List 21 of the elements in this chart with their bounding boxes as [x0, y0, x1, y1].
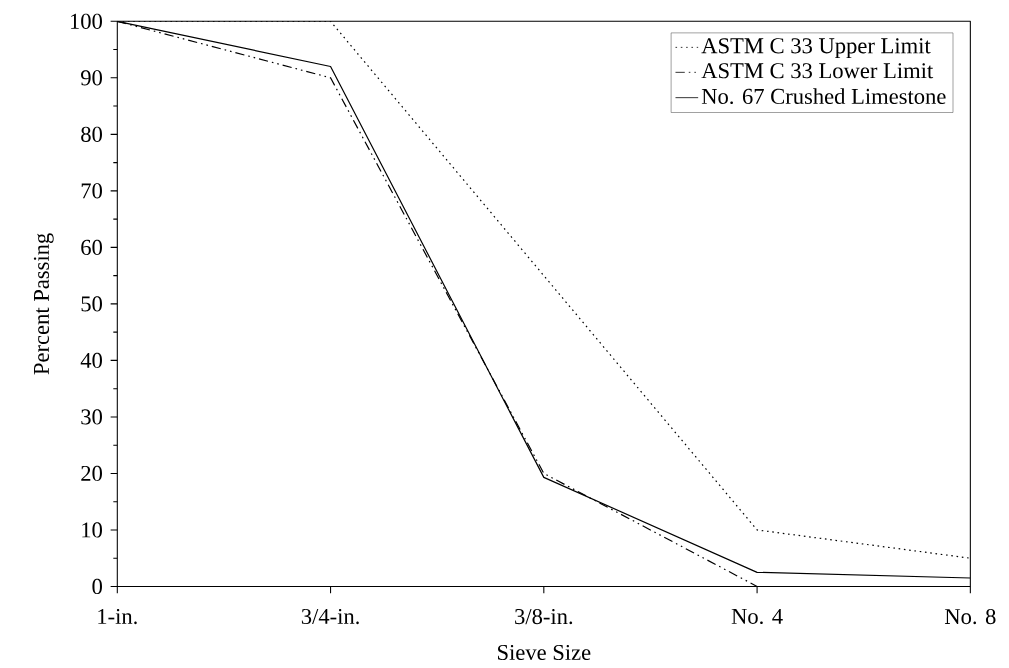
y-tick-label: 80	[81, 126, 102, 143]
legend-label: ASTM C 33 Upper Limit	[701, 38, 931, 59]
y-tick-label: 60	[81, 239, 102, 256]
x-tick-label: 3/4-in.	[301, 609, 359, 625]
y-tick-label: 10	[82, 522, 102, 538]
x-tick-label: 3/8-in.	[515, 609, 573, 625]
y-tick-label: 0	[92, 578, 102, 595]
y-tick-label: 90	[81, 70, 102, 86]
x-tick-label: No. 4	[731, 609, 783, 625]
x-tick-label: 1-in.	[98, 609, 137, 625]
y-tick-label: 20	[81, 465, 102, 482]
x-axis-title: Sieve Size	[498, 644, 591, 661]
x-tick-label: No. 8	[944, 609, 996, 625]
legend-label: No. 67 Crushed Limestone	[701, 88, 946, 105]
y-tick-label: 50	[81, 296, 102, 312]
y-tick-label: 40	[80, 352, 102, 369]
y-tick-label: 30	[81, 409, 102, 425]
y-tick-label: 70	[81, 183, 102, 199]
legend-label: ASTM C 33 Lower Limit	[701, 63, 934, 79]
y-axis-title: Percent Passing	[33, 233, 54, 375]
y-tick-label: 100	[70, 13, 102, 30]
